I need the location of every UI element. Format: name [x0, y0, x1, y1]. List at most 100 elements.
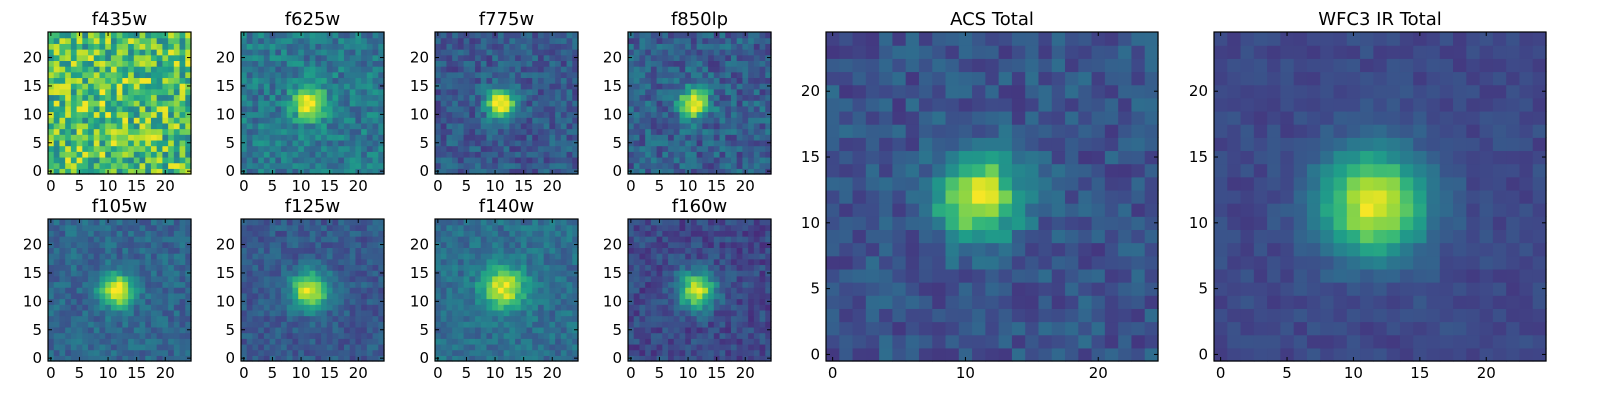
- heatmap-cell: [53, 355, 61, 362]
- heatmap-cell: [269, 162, 276, 169]
- heatmap-cell: [572, 258, 579, 266]
- heatmap-cell: [185, 219, 192, 226]
- heatmap-cell: [639, 134, 646, 141]
- heatmap-cell: [162, 156, 169, 164]
- heatmap-cell: [668, 162, 675, 169]
- heatmap-cell: [759, 321, 766, 328]
- heatmap-cell: [475, 122, 482, 130]
- heatmap-cell: [702, 162, 709, 169]
- heatmap-cell: [110, 326, 118, 334]
- heatmap-cell: [252, 54, 259, 61]
- heatmap-cell: [492, 309, 499, 317]
- heatmap-cell: [702, 287, 709, 294]
- heatmap-cell: [263, 168, 271, 175]
- heatmap-cell: [361, 292, 368, 300]
- heatmap-cell: [378, 32, 385, 39]
- heatmap-cell: [560, 156, 568, 164]
- heatmap-cell: [309, 32, 316, 39]
- heatmap-cell: [53, 71, 61, 79]
- heatmap-cell: [515, 83, 522, 90]
- heatmap-cell: [76, 105, 83, 113]
- heatmap-cell: [338, 326, 345, 334]
- heatmap-cell: [99, 338, 106, 345]
- heatmap-cell: [122, 100, 129, 107]
- heatmap-cell: [349, 253, 356, 260]
- heatmap-cell: [463, 128, 470, 135]
- heatmap-cell: [469, 230, 476, 237]
- heatmap-cell: [475, 355, 482, 362]
- heatmap-cell: [281, 287, 288, 294]
- y-tick-label: 15: [23, 77, 42, 95]
- heatmap-cell: [526, 275, 533, 283]
- heatmap-cell: [719, 37, 726, 44]
- heatmap-cell: [708, 162, 715, 169]
- heatmap-cell: [286, 287, 294, 294]
- heatmap-cell: [145, 83, 152, 90]
- y-tick-label: 0: [419, 349, 429, 367]
- heatmap-cell: [469, 168, 476, 175]
- heatmap-cell: [122, 355, 129, 362]
- heatmap-cell: [492, 128, 499, 135]
- heatmap-cell: [662, 105, 669, 113]
- heatmap-cell: [292, 54, 299, 61]
- heatmap-cell: [503, 151, 510, 158]
- heatmap-cell: [765, 32, 772, 39]
- heatmap-cell: [520, 247, 528, 254]
- heatmap-cell: [156, 326, 163, 334]
- heatmap-cell: [520, 298, 528, 305]
- heatmap-cell: [753, 281, 761, 288]
- heatmap-cell: [349, 54, 356, 61]
- heatmap-cell: [748, 32, 755, 39]
- heatmap-cell: [645, 37, 652, 44]
- heatmap-cell: [168, 236, 175, 243]
- heatmap-cell: [503, 32, 510, 39]
- heatmap-cell: [690, 117, 698, 124]
- heatmap-cell: [252, 343, 259, 351]
- heatmap-cell: [309, 162, 316, 169]
- heatmap-cell: [99, 168, 106, 175]
- heatmap-cell: [457, 264, 465, 271]
- heatmap-cell: [269, 349, 276, 356]
- heatmap-cell: [168, 230, 175, 237]
- heatmap-cell: [526, 151, 533, 158]
- heatmap-cell: [679, 128, 686, 135]
- heatmap-cell: [303, 71, 311, 79]
- heatmap-cell: [765, 100, 772, 107]
- heatmap-cell: [690, 66, 698, 73]
- heatmap-cell: [566, 37, 573, 44]
- heatmap-cell: [708, 134, 715, 141]
- heatmap-cell: [452, 355, 459, 362]
- heatmap-cell: [497, 326, 505, 334]
- heatmap-cell: [435, 117, 442, 124]
- heatmap-cell: [263, 83, 271, 90]
- heatmap-cell: [303, 151, 311, 158]
- heatmap-cell: [713, 270, 721, 277]
- heatmap-cell: [326, 105, 334, 113]
- heatmap-cell: [349, 315, 356, 322]
- heatmap-cell: [139, 117, 146, 124]
- heatmap-cell: [332, 128, 339, 135]
- heatmap-cell: [650, 270, 658, 277]
- y-tick-label: 15: [410, 264, 429, 282]
- heatmap-cell: [690, 88, 698, 96]
- heatmap-cell: [435, 247, 442, 254]
- heatmap-cell: [378, 292, 385, 300]
- heatmap-cell: [168, 54, 175, 61]
- heatmap-cell: [656, 94, 663, 101]
- heatmap-cell: [263, 326, 271, 334]
- heatmap-cell: [673, 304, 681, 311]
- heatmap-cell: [128, 37, 135, 44]
- heatmap-cell: [179, 343, 186, 351]
- heatmap-cell: [543, 292, 550, 300]
- heatmap-cell: [168, 270, 175, 277]
- heatmap-cell: [690, 315, 698, 322]
- heatmap-cell: [759, 292, 766, 300]
- heatmap-cell: [650, 315, 658, 322]
- heatmap-cell: [537, 88, 545, 96]
- heatmap-cell: [343, 343, 351, 351]
- heatmap-cell: [355, 117, 362, 124]
- heatmap-cell: [116, 139, 123, 147]
- heatmap-cell: [93, 264, 101, 271]
- heatmap-cell: [526, 105, 533, 113]
- heatmap-cell: [555, 168, 562, 175]
